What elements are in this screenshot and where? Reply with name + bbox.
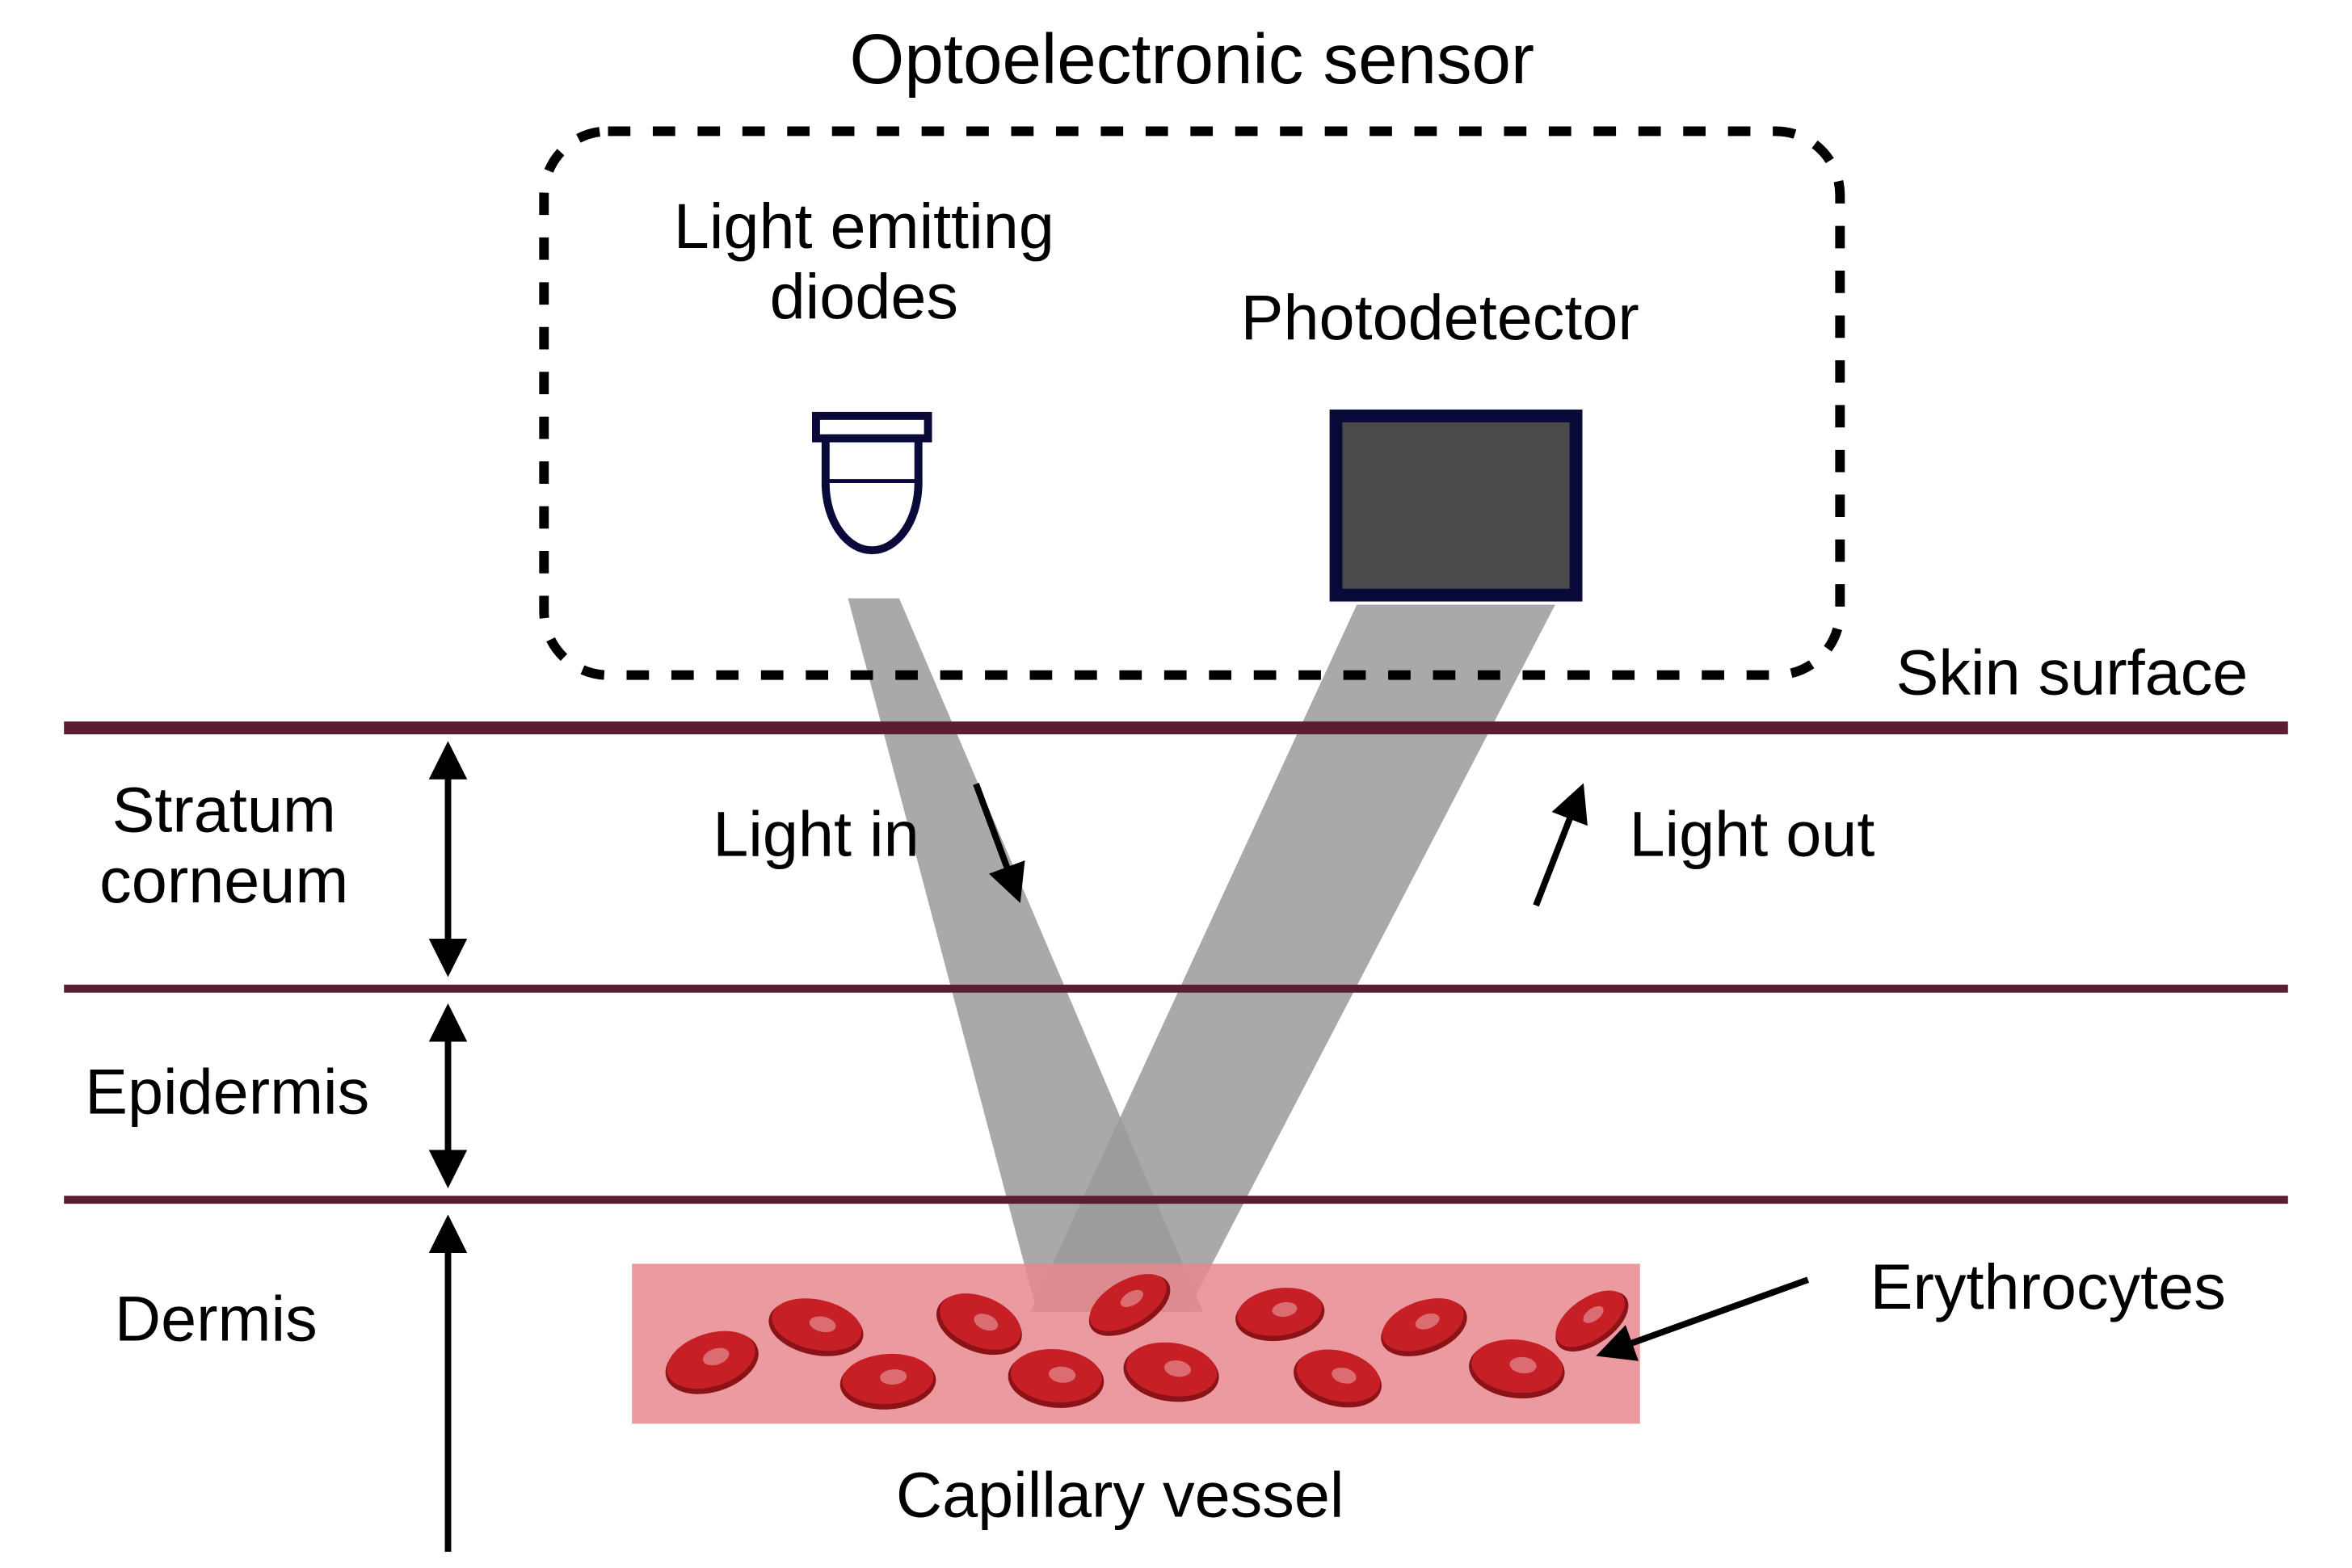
led-body <box>826 439 919 483</box>
optoelectronic-sensor-diagram: Optoelectronic sensorLight emittingdiode… <box>0 0 2352 1568</box>
dermis-label: Dermis <box>115 1282 318 1354</box>
light-out-label: Light out <box>1629 797 1874 869</box>
photodetector-label: Photodetector <box>1241 281 1639 353</box>
skin-surface-label: Skin surface <box>1896 636 2249 708</box>
light-in-label: Light in <box>713 797 919 869</box>
photodetector <box>1336 416 1576 595</box>
epidermis-label: Epidermis <box>85 1055 369 1127</box>
title-label: Optoelectronic sensor <box>850 20 1534 99</box>
capillary-label: Capillary vessel <box>896 1458 1344 1530</box>
stratum-label: Stratumcorneum <box>99 774 348 916</box>
erythrocytes-label: Erythrocytes <box>1870 1251 2226 1322</box>
